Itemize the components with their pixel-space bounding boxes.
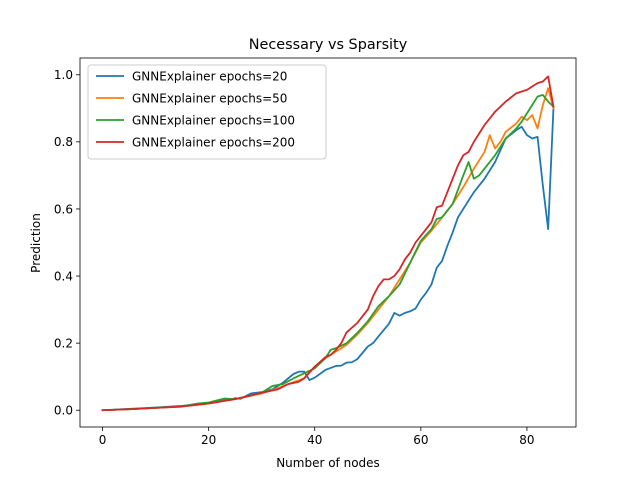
legend-label-2: GNNExplainer epochs=100 (132, 113, 295, 127)
x-axis: 0 20 40 60 80 (99, 427, 535, 447)
legend-label-1: GNNExplainer epochs=50 (132, 91, 287, 105)
x-tick-label: 60 (413, 433, 428, 447)
y-tick-label: 0.0 (54, 404, 73, 418)
x-tick-label: 40 (307, 433, 322, 447)
legend-label-0: GNNExplainer epochs=20 (132, 69, 287, 83)
y-tick-label: 0.4 (54, 269, 73, 283)
plot-area (101, 75, 555, 412)
series-line-0 (101, 107, 555, 412)
y-axis-label: Prediction (29, 213, 43, 273)
y-tick-label: 0.8 (54, 135, 73, 149)
y-tick-label: 1.0 (54, 68, 73, 82)
x-tick-label: 80 (519, 433, 534, 447)
x-axis-label: Number of nodes (276, 456, 380, 470)
chart-title: Necessary vs Sparsity (249, 37, 408, 53)
legend-label-3: GNNExplainer epochs=200 (132, 135, 295, 149)
x-tick-label: 0 (99, 433, 107, 447)
y-tick-label: 0.2 (54, 336, 73, 350)
y-tick-label: 0.6 (54, 202, 73, 216)
y-axis: 0.0 0.2 0.4 0.6 0.8 1.0 (54, 68, 80, 418)
x-tick-label: 20 (201, 433, 216, 447)
axes-frame (79, 57, 577, 428)
series-line-3 (101, 75, 555, 412)
legend-box (87, 64, 327, 160)
legend: GNNExplainer epochs=20 GNNExplainer epoch… (87, 64, 327, 160)
